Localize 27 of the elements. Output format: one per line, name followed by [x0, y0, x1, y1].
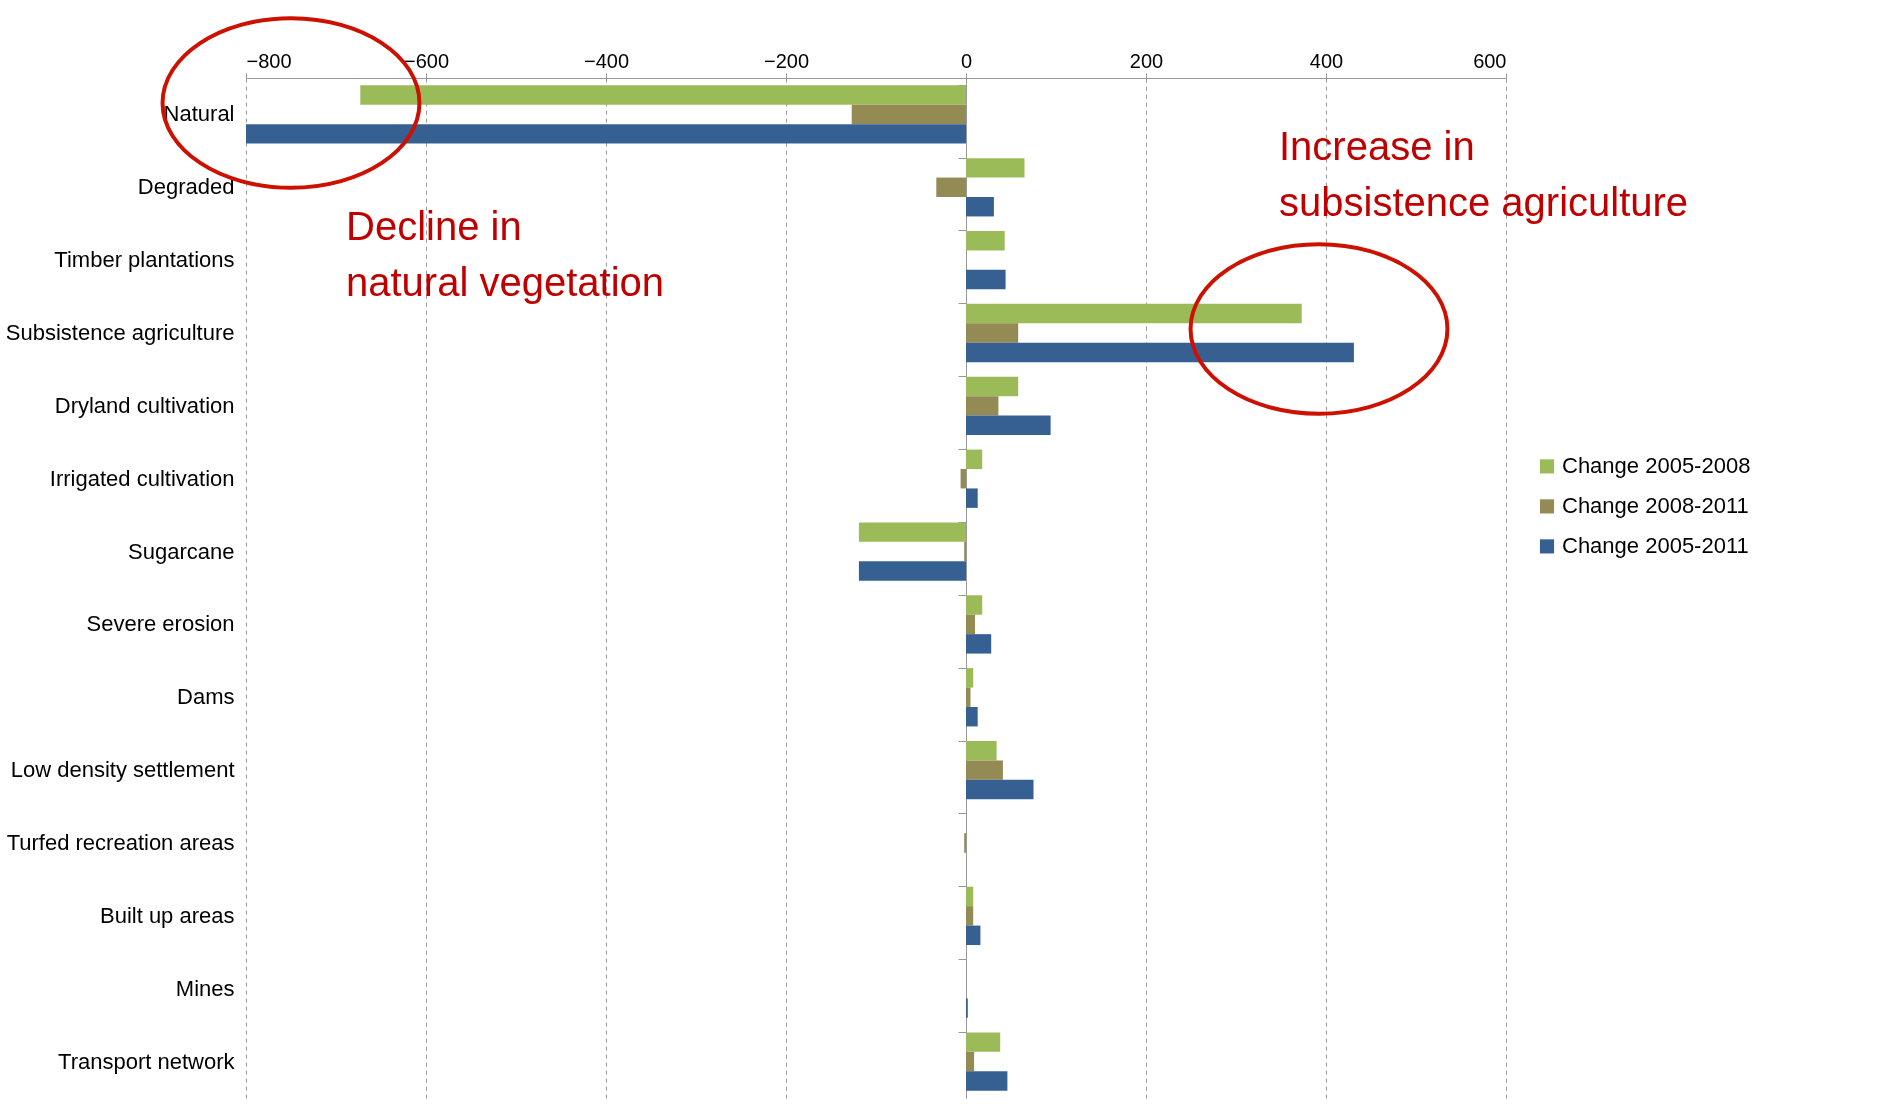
annotation: Decline in natural vegetation	[346, 204, 665, 304]
x-tick-label: −600	[403, 49, 450, 72]
legend-label: Change 2005-2008	[1562, 453, 1751, 479]
x-tick-label: 0	[960, 49, 973, 72]
y-tick-label: Dryland cultivation	[54, 392, 235, 418]
y-tick-label: Low density settlement	[10, 757, 235, 783]
y-tick-label: Severe erosion	[86, 611, 235, 637]
y-tick-label: Irrigated cultivation	[49, 465, 235, 491]
x-tick-label: −200	[763, 49, 810, 72]
legend-label: Change 2005-2011	[1562, 533, 1749, 559]
y-tick-label: Subsistence agriculture	[5, 320, 235, 345]
y-tick-label: Natural	[163, 101, 235, 127]
x-tick-label: −800	[246, 49, 292, 72]
y-tick-label: Mines	[175, 975, 235, 1001]
y-tick-label: Timber plantations	[54, 247, 235, 273]
x-tick-label: 600	[1473, 49, 1507, 72]
x-tick-label: 400	[1309, 49, 1344, 72]
y-tick-label: Degraded	[137, 174, 235, 200]
y-tick-label: Built up areas	[99, 902, 235, 928]
annotation: Increase in subsistence agriculture	[1279, 124, 1689, 224]
legend-label: Change 2008-2011	[1562, 493, 1749, 519]
y-tick-label: Transport network	[58, 1048, 236, 1074]
x-tick-label: 200	[1129, 49, 1164, 72]
y-tick-label: Dams	[177, 684, 235, 710]
y-tick-label: Sugarcane	[128, 538, 235, 564]
x-tick-label: −400	[583, 49, 630, 72]
y-tick-label: Turfed recreation areas	[6, 830, 235, 855]
